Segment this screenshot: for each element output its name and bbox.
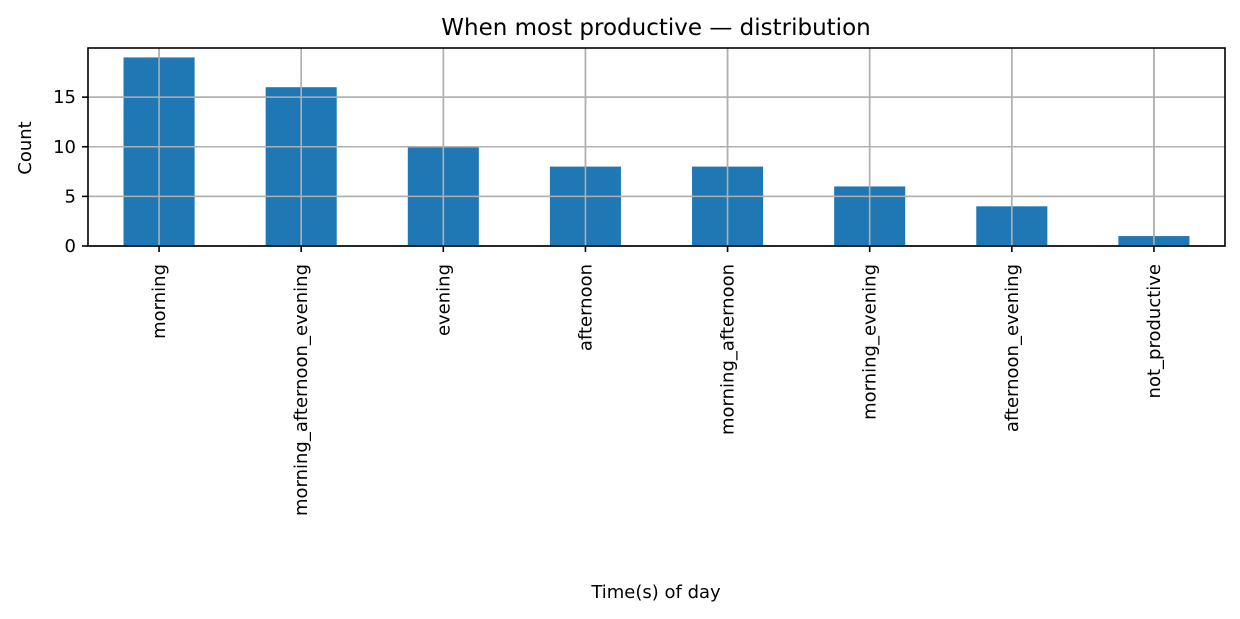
y-axis-ticks: 0 5 10 15: [53, 87, 88, 257]
x-tick-label: afternoon: [575, 264, 596, 351]
bar-layer: [123, 57, 1190, 247]
x-tick-label: morning_afternoon: [718, 264, 739, 435]
y-axis-label: Count: [15, 121, 36, 174]
y-tick-label: 0: [65, 236, 76, 257]
y-tick-label: 15: [53, 87, 76, 108]
x-axis-label: Time(s) of day: [590, 582, 721, 603]
chart-title: When most productive — distribution: [441, 15, 870, 41]
y-tick-label: 10: [53, 137, 76, 158]
x-tick-label: morning_evening: [860, 264, 881, 420]
x-axis-ticks: morning morning_afternoon_evening evening a…: [149, 246, 1165, 516]
x-tick-label: morning_afternoon_evening: [291, 264, 312, 516]
x-tick-label: afternoon_evening: [1002, 264, 1023, 432]
x-tick-label: not_productive: [1144, 264, 1165, 398]
x-tick-label: evening: [433, 264, 454, 336]
overlay-grid-layer: [88, 48, 1225, 247]
x-tick-label: morning: [149, 264, 170, 339]
y-tick-label: 5: [65, 186, 76, 207]
